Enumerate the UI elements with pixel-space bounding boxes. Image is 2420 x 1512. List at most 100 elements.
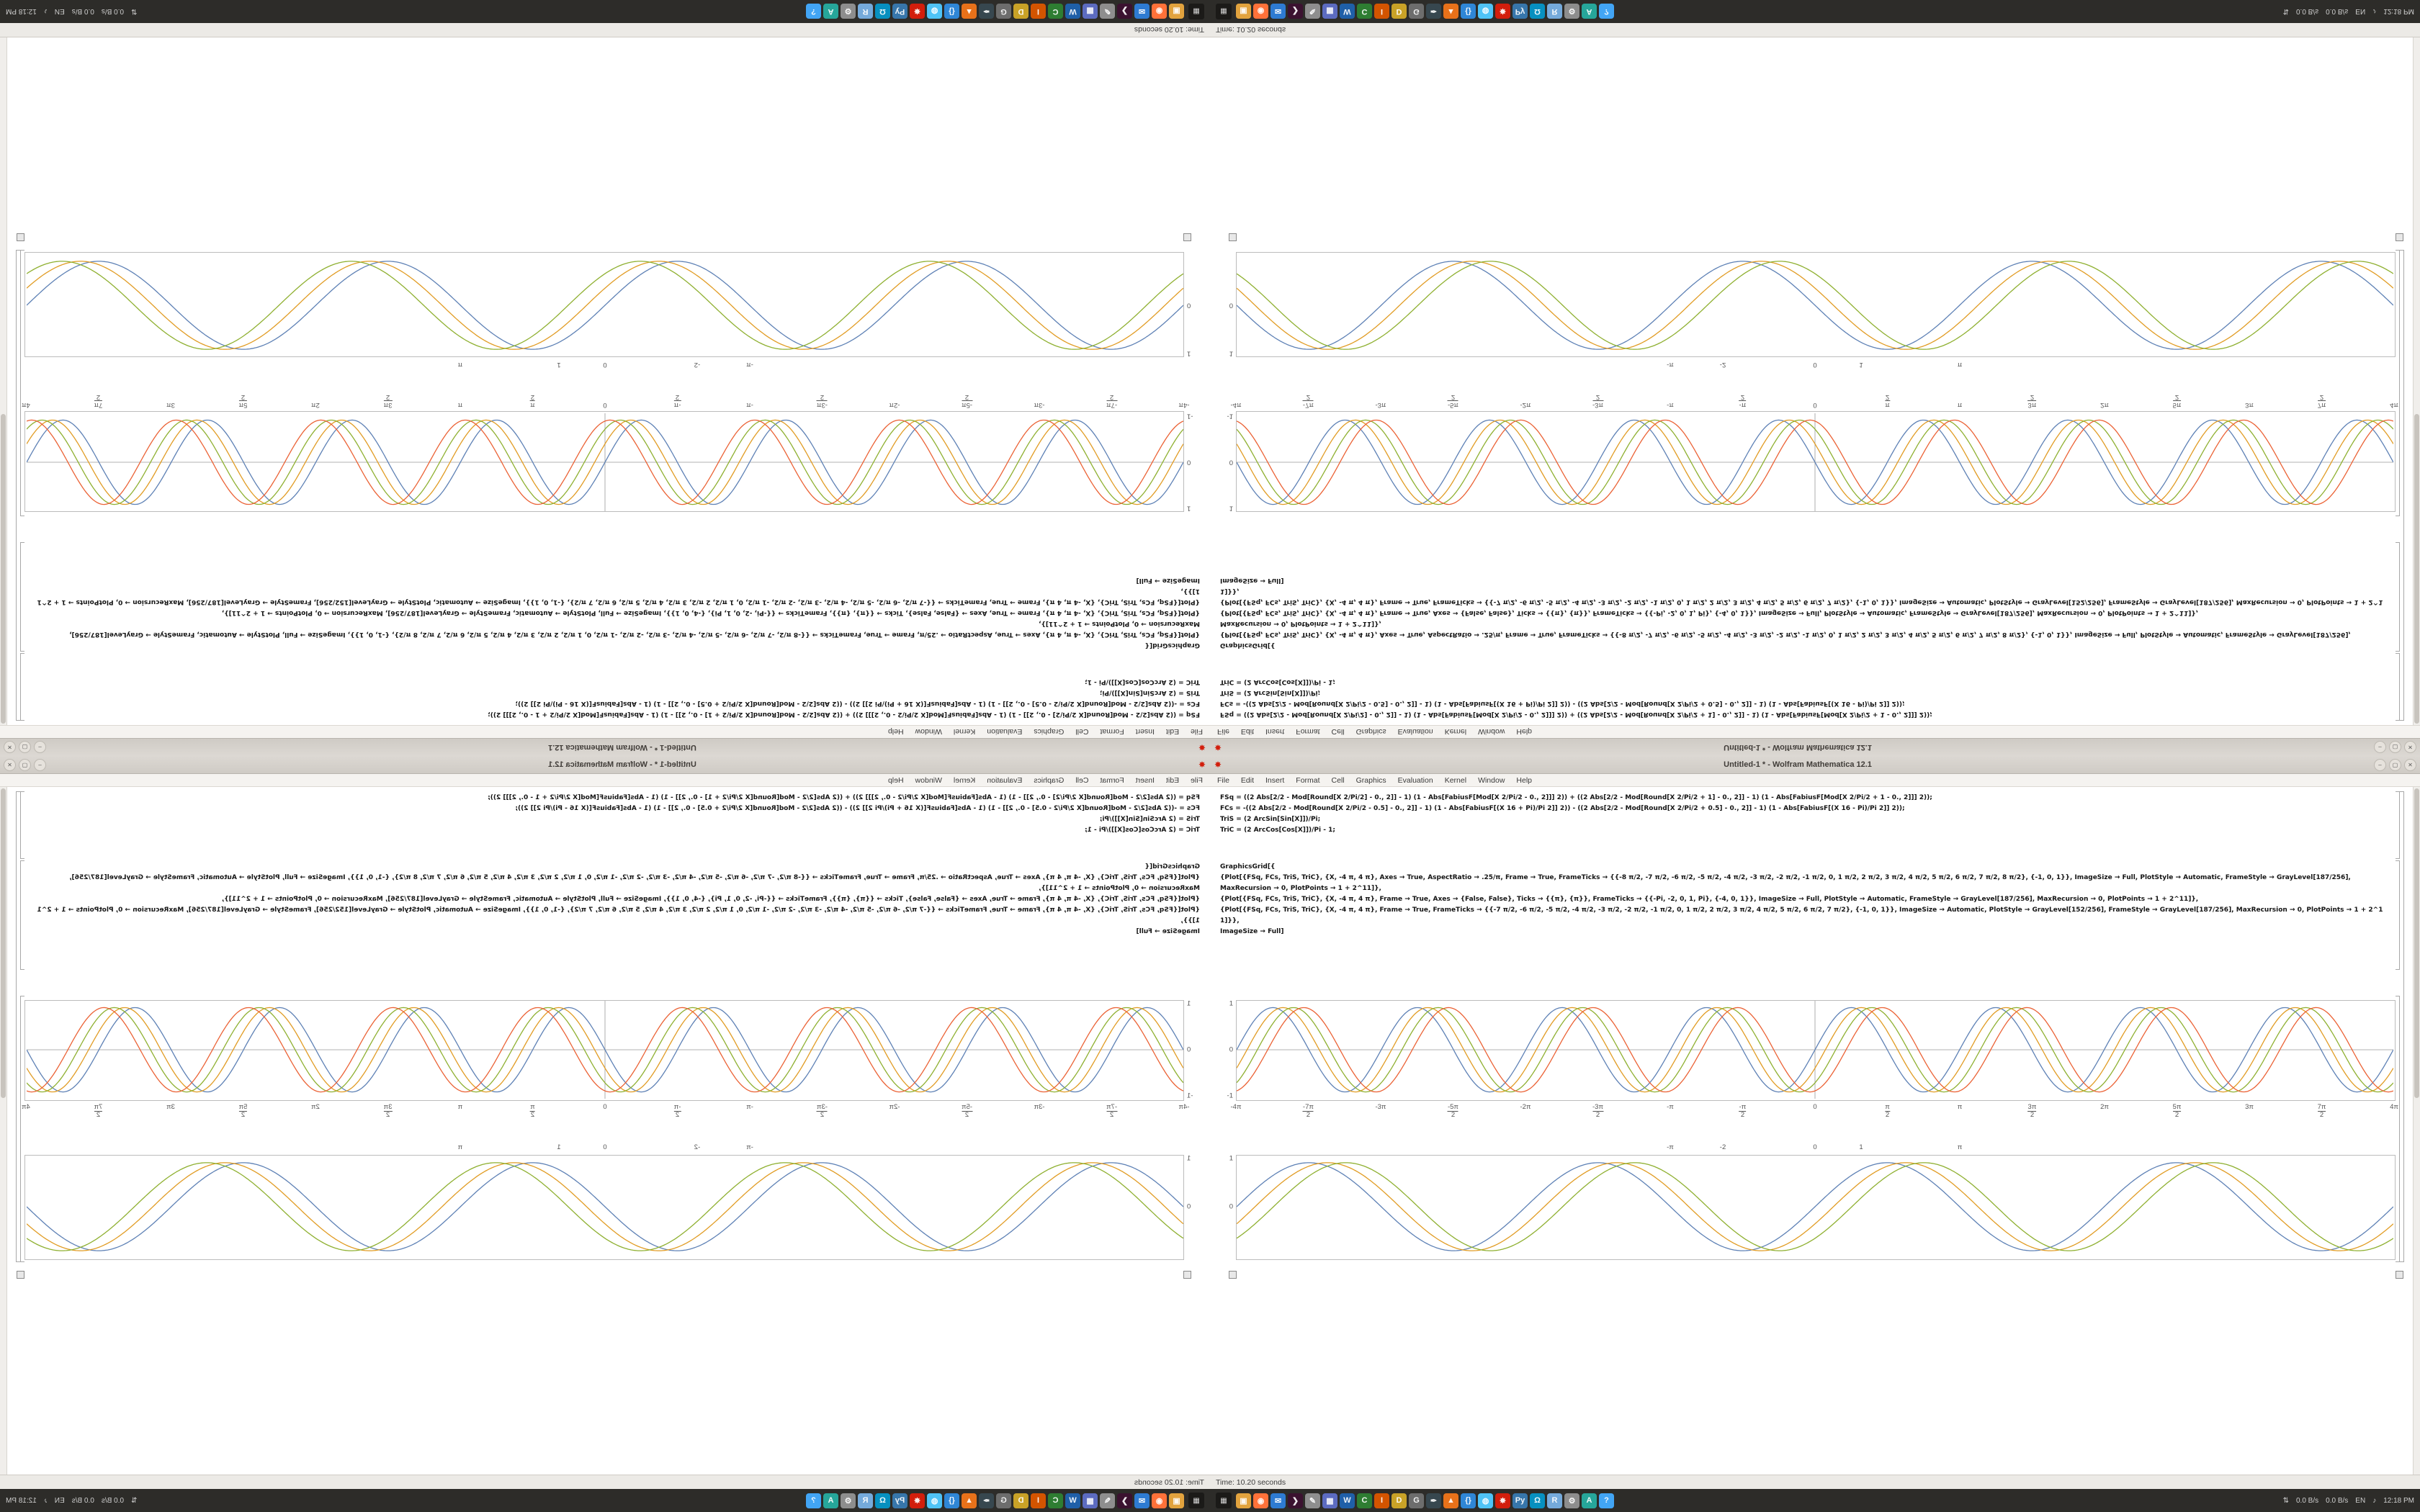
taskbar-app-icon-code[interactable]: {} [1461, 4, 1476, 19]
menu-item[interactable]: Evaluation [987, 775, 1023, 785]
volume-icon[interactable]: ♪ [43, 7, 48, 16]
menu-item[interactable]: Edit [1240, 775, 1255, 785]
taskbar-app-icon-files[interactable]: ▣ [1169, 4, 1184, 19]
taskbar-app-icon-writer[interactable]: W [1340, 1493, 1355, 1508]
taskbar-app-icon-gimp[interactable]: G [1409, 1493, 1424, 1508]
taskbar-app-icon-python[interactable]: Py [892, 1493, 908, 1508]
taskbar-app-icon-inkscape[interactable]: ✒ [979, 1493, 994, 1508]
taskbar-app-icon-python[interactable]: Py [1512, 1493, 1528, 1508]
menu-item[interactable]: Format [1296, 727, 1320, 737]
taskbar-app-icon-inkscape[interactable]: ✒ [1426, 4, 1441, 19]
taskbar-app-icon-terminal[interactable]: ❯ [1288, 1493, 1303, 1508]
menu-item[interactable]: Evaluation [987, 727, 1023, 737]
taskbar-app-icon-code[interactable]: {} [1461, 1493, 1476, 1508]
notebook-scrollbar[interactable] [2413, 787, 2420, 1475]
taskbar-app-icon-rstudio[interactable]: R [858, 1493, 873, 1508]
taskbar-app-icon-octave[interactable]: Ω [875, 1493, 890, 1508]
window-titlebar[interactable]: ✸ Untitled-1 * - Wolfram Mathematica 12.… [0, 738, 1210, 756]
output-resize-handle[interactable] [2396, 233, 2403, 241]
output-resize-handle[interactable] [2396, 1271, 2403, 1279]
taskbar-app-icon-inkscape[interactable]: ✒ [1426, 1493, 1441, 1508]
taskbar-app-icon-text-editor[interactable]: ✎ [1305, 1493, 1320, 1508]
output-resize-handle[interactable] [1183, 1271, 1191, 1279]
input-cell-definitions[interactable]: FSq = ((2 Abs[2/2 - Mod[Round[X 2/Pi/2] … [1220, 793, 2387, 836]
taskbar-app-icon-software[interactable]: A [1582, 4, 1597, 19]
cell-bracket-input-2[interactable] [20, 860, 24, 970]
minimize-button[interactable]: – [34, 741, 46, 754]
input-cell-graphicsgrid[interactable]: GraphicsGrid[{ {Plot[{FSq, FCs, TriS, Tr… [33, 862, 1200, 937]
taskbar-app-icon-rstudio[interactable]: R [858, 4, 873, 19]
taskbar-app-icon-draw[interactable]: D [1013, 1493, 1028, 1508]
volume-icon[interactable]: ♪ [2372, 1496, 2377, 1505]
taskbar-app-icon-mathematica[interactable]: ✸ [910, 4, 925, 19]
menu-item[interactable]: Format [1100, 775, 1124, 785]
taskbar-app-icon-impress[interactable]: I [1031, 1493, 1046, 1508]
menu-item[interactable]: Insert [1135, 727, 1155, 737]
taskbar-app-icon-octave[interactable]: Ω [1530, 1493, 1545, 1508]
menu-item[interactable]: Format [1296, 775, 1320, 785]
cell-bracket-input-1[interactable] [2396, 791, 2400, 859]
taskbar-app-icon-calculator[interactable]: ▦ [1322, 1493, 1337, 1508]
taskbar-app-icon-code[interactable]: {} [944, 4, 959, 19]
minimize-button[interactable]: – [2374, 758, 2386, 771]
menu-item[interactable]: Cell [1075, 775, 1089, 785]
net-down-label[interactable]: 0.0 B/s [71, 7, 94, 16]
taskbar-app-icon-thunderbird[interactable]: ✉ [1134, 4, 1150, 19]
output-resize-handle[interactable] [1229, 233, 1237, 241]
menu-item[interactable]: Help [1516, 727, 1533, 737]
menu-item[interactable]: Window [915, 775, 942, 785]
taskbar-app-icon-mathematica[interactable]: ✸ [1495, 1493, 1510, 1508]
menu-item[interactable]: Evaluation [1397, 775, 1433, 785]
cell-group-bracket[interactable] [2400, 791, 2404, 1262]
output-resize-handle[interactable] [1229, 1271, 1237, 1279]
taskbar-app-icon-chromium[interactable]: ◍ [927, 4, 942, 19]
menu-item[interactable]: Graphics [1034, 727, 1065, 737]
taskbar-app-icon-firefox[interactable]: ◉ [1152, 4, 1167, 19]
cell-group-bracket[interactable] [16, 250, 20, 721]
network-updown-icon[interactable]: ⇅ [2282, 1496, 2289, 1505]
taskbar-app-icon-chromium[interactable]: ◍ [1478, 1493, 1493, 1508]
taskbar-app-icon-writer[interactable]: W [1065, 1493, 1080, 1508]
notebook-scrollbar[interactable] [0, 37, 7, 725]
menu-item[interactable]: Edit [1240, 727, 1255, 737]
output-resize-handle[interactable] [1183, 233, 1191, 241]
net-up-label[interactable]: 0.0 B/s [101, 7, 124, 16]
menu-item[interactable]: Kernel [953, 727, 976, 737]
taskbar-app-icon-thunderbird[interactable]: ✉ [1270, 4, 1286, 19]
menu-item[interactable]: Help [887, 775, 904, 785]
window-titlebar[interactable]: ✸ Untitled-1 * - Wolfram Mathematica 12.… [0, 756, 1210, 774]
taskbar-app-icon-impress[interactable]: I [1374, 4, 1389, 19]
menu-item[interactable]: Window [1478, 727, 1505, 737]
maximize-button[interactable]: ▢ [19, 758, 31, 771]
menu-item[interactable]: Window [915, 727, 942, 737]
cell-bracket-input-1[interactable] [20, 791, 24, 859]
taskbar-app-icon-gimp[interactable]: G [996, 1493, 1011, 1508]
cell-bracket-input-2[interactable] [2396, 860, 2400, 970]
close-button[interactable]: ✕ [4, 741, 16, 754]
menu-item[interactable]: Cell [1331, 775, 1345, 785]
net-up-label[interactable]: 0.0 B/s [2296, 1496, 2319, 1505]
taskbar-app-icon-terminal[interactable]: ❯ [1117, 1493, 1132, 1508]
show-applications-button[interactable]: ▦ [1216, 4, 1232, 19]
taskbar-app-icon-calculator[interactable]: ▦ [1083, 1493, 1098, 1508]
taskbar-app-icon-calc[interactable]: C [1357, 1493, 1372, 1508]
taskbar-app-icon-chromium[interactable]: ◍ [927, 1493, 942, 1508]
net-up-label[interactable]: 0.0 B/s [101, 1496, 124, 1505]
taskbar-app-icon-draw[interactable]: D [1392, 4, 1407, 19]
taskbar-app-icon-mathematica[interactable]: ✸ [910, 1493, 925, 1508]
show-applications-button[interactable]: ▦ [1188, 1493, 1204, 1508]
taskbar-app-icon-chromium[interactable]: ◍ [1478, 4, 1493, 19]
menu-item[interactable]: Edit [1165, 775, 1180, 785]
taskbar-app-icon-impress[interactable]: I [1031, 4, 1046, 19]
menu-item[interactable]: Help [1516, 775, 1533, 785]
taskbar-app-icon-settings[interactable]: ⚙ [841, 1493, 856, 1508]
input-cell-definitions[interactable]: FSq = ((2 Abs[2/2 - Mod[Round[X 2/Pi/2] … [33, 793, 1200, 836]
close-button[interactable]: ✕ [2404, 758, 2416, 771]
taskbar-app-icon-help[interactable]: ? [1599, 4, 1614, 19]
taskbar-app-icon-settings[interactable]: ⚙ [1564, 4, 1579, 19]
taskbar-app-icon-firefox[interactable]: ◉ [1253, 1493, 1268, 1508]
taskbar-app-icon-python[interactable]: Py [892, 4, 908, 19]
menu-item[interactable]: Graphics [1355, 775, 1386, 785]
taskbar-app-icon-software[interactable]: A [823, 1493, 838, 1508]
taskbar-app-icon-text-editor[interactable]: ✎ [1100, 1493, 1115, 1508]
